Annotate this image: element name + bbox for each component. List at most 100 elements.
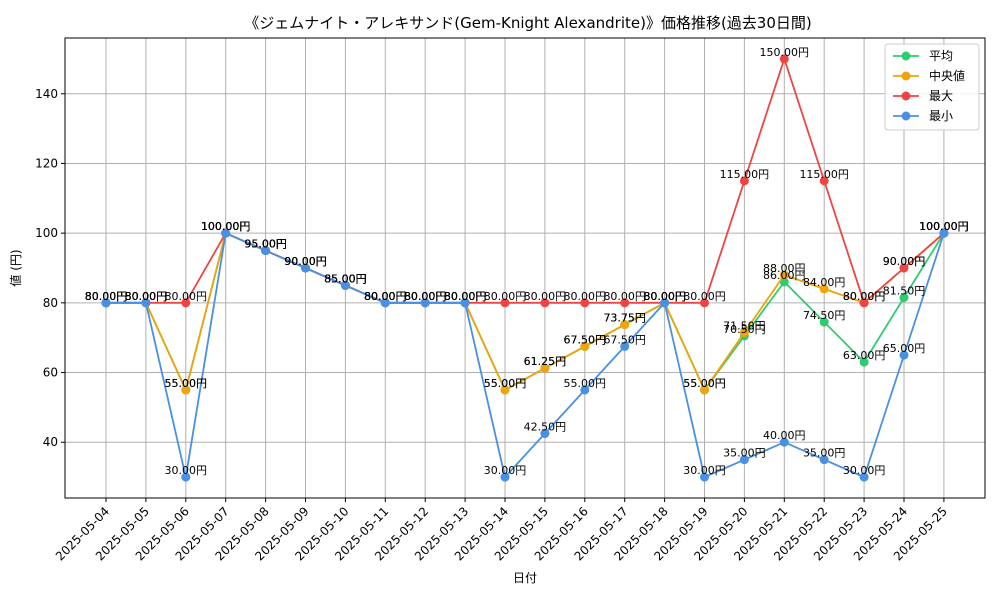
legend-label: 中央値	[929, 68, 965, 83]
data-label: 71.50円	[723, 319, 766, 332]
data-point	[620, 298, 630, 308]
data-point	[580, 385, 590, 395]
data-label: 80.00円	[364, 290, 407, 303]
data-label: 55.00円	[683, 377, 726, 390]
data-label: 80.00円	[125, 290, 168, 303]
legend-frame	[884, 43, 980, 131]
data-point	[181, 472, 191, 482]
data-label: 55.00円	[683, 377, 726, 390]
data-point	[380, 298, 390, 308]
data-point	[620, 341, 630, 351]
data-point	[500, 472, 510, 482]
data-label: 70.50円	[723, 323, 766, 336]
data-label: 80.00円	[125, 290, 168, 303]
data-point	[779, 437, 789, 447]
data-point	[939, 228, 949, 238]
data-label: 80.00円	[484, 290, 527, 303]
y-axis: 40 60 80 100 120 140	[35, 87, 65, 449]
data-label: 80.00円	[843, 290, 886, 303]
data-point	[181, 385, 191, 395]
data-label: 80.00円	[444, 290, 487, 303]
data-label: 88.00円	[763, 262, 806, 275]
data-label: 80.00円	[444, 290, 487, 303]
data-label: 67.50円	[603, 333, 646, 346]
data-label: 80.00円	[564, 290, 607, 303]
data-label: 35.00円	[803, 447, 846, 460]
data-label: 80.00円	[643, 290, 686, 303]
data-point	[181, 298, 191, 308]
data-label: 100.00円	[919, 220, 969, 233]
data-label: 80.00円	[444, 290, 487, 303]
y-axis-label: 値 (円)	[8, 249, 23, 286]
data-label: 30.00円	[843, 464, 886, 477]
legend-swatch-marker	[901, 91, 911, 101]
data-point	[859, 298, 869, 308]
data-label: 100.00円	[201, 220, 251, 233]
data-point	[859, 472, 869, 482]
data-point	[141, 298, 151, 308]
data-label: 80.00円	[404, 290, 447, 303]
data-label: 30.00円	[484, 464, 527, 477]
data-point	[540, 298, 550, 308]
y-tick-label: 120	[35, 156, 58, 170]
data-point	[859, 357, 869, 367]
data-point	[580, 341, 590, 351]
data-label: 80.00円	[683, 290, 726, 303]
data-label: 63.00円	[843, 349, 886, 362]
data-point	[819, 455, 829, 465]
legend-label: 最大	[929, 89, 953, 103]
data-label: 80.00円	[444, 290, 487, 303]
data-label: 55.00円	[165, 377, 208, 390]
data-label: 61.25円	[524, 355, 567, 368]
data-point	[739, 176, 749, 186]
data-label: 80.00円	[643, 290, 686, 303]
data-label: 80.00円	[404, 290, 447, 303]
data-label: 95.00円	[244, 238, 287, 251]
data-label: 95.00円	[244, 238, 287, 251]
data-label: 61.25円	[524, 355, 567, 368]
data-point	[899, 293, 909, 303]
data-label: 81.50円	[883, 285, 926, 298]
data-point	[819, 176, 829, 186]
data-point	[660, 298, 670, 308]
data-label: 84.00円	[803, 276, 846, 289]
legend-swatch-marker	[901, 51, 911, 61]
data-label: 100.00円	[919, 220, 969, 233]
series-line-3	[106, 231, 945, 479]
data-label: 65.00円	[883, 342, 926, 355]
data-label: 30.00円	[683, 464, 726, 477]
data-labels: 80.00円80.00円55.00円100.00円95.00円90.00円85.…	[85, 46, 969, 477]
x-axis: 2025-05-042025-05-052025-05-062025-05-07…	[53, 498, 950, 563]
data-label: 30.00円	[165, 464, 208, 477]
data-label: 80.00円	[364, 290, 407, 303]
data-point	[739, 455, 749, 465]
data-label: 150.00円	[760, 46, 810, 59]
data-label: 90.00円	[284, 255, 327, 268]
data-label: 85.00円	[324, 272, 367, 285]
data-label: 80.00円	[643, 290, 686, 303]
data-label: 90.00円	[883, 255, 926, 268]
data-point	[500, 385, 510, 395]
data-label: 73.75円	[603, 312, 646, 325]
data-point	[261, 246, 271, 256]
data-label: 86.00円	[763, 269, 806, 282]
data-point	[620, 320, 630, 330]
y-tick-label: 140	[35, 87, 58, 101]
data-label: 55.00円	[564, 377, 607, 390]
data-label: 80.00円	[85, 290, 128, 303]
data-label: 90.00円	[284, 255, 327, 268]
data-label: 80.00円	[85, 290, 128, 303]
data-label: 42.50円	[524, 421, 567, 434]
data-point	[700, 385, 709, 395]
y-tick-label: 40	[43, 435, 58, 449]
series-group	[101, 54, 949, 482]
data-label: 115.00円	[799, 168, 849, 181]
data-label: 90.00円	[284, 255, 327, 268]
legend-label: 平均	[929, 49, 953, 63]
data-point	[739, 327, 749, 337]
data-label: 100.00円	[201, 220, 251, 233]
data-point	[340, 280, 350, 290]
data-label: 35.00円	[723, 447, 766, 460]
